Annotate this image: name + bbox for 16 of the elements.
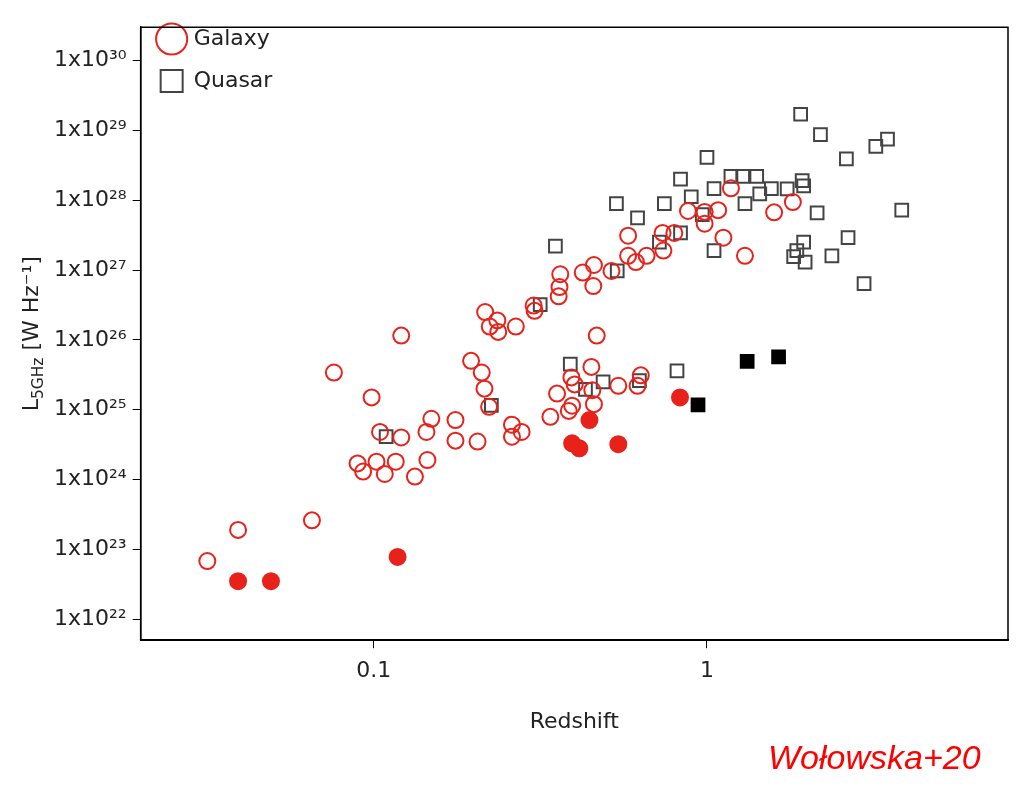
y-tick-label: 1x10²⁴ (53, 465, 127, 491)
y-tick-label: 1x10²⁵ (53, 395, 127, 421)
y-axis-title: L5GHz [W Hz⁻¹] (17, 256, 47, 412)
y-tick-label: 1x10²⁸ (53, 185, 127, 211)
legend-label: Quasar (193, 66, 274, 92)
x-tick-label: 1 (699, 657, 714, 683)
text: Wołowska+20 (768, 738, 981, 777)
legend-label: Galaxy (193, 24, 270, 50)
y-tick-label: 1x10³⁰ (53, 46, 127, 72)
y-tick-label: 1x10²² (53, 604, 127, 630)
y-tick-label: 1x10²⁷ (53, 255, 127, 281)
y-tick-label: 1x10²⁶ (53, 325, 127, 351)
x-tick-label: 0.1 (356, 657, 392, 683)
x-axis-title: Redshift (529, 707, 620, 733)
y-tick-label: 1x10²⁹ (53, 116, 127, 142)
y-tick-label: 1x10²³ (53, 535, 127, 561)
